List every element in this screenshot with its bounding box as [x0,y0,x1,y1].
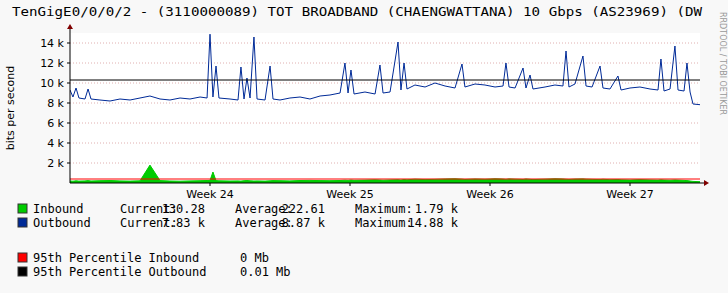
y-tick-label: 8 k [47,97,64,110]
legend-swatch [18,267,27,276]
stat-value: 7.83 k [162,216,206,230]
grid-line [70,143,700,144]
series-line [70,34,700,105]
grid-line [70,63,700,64]
y-tick-label: 6 k [47,117,64,130]
y-tick-label: 4 k [47,137,64,150]
chart: TenGigE0/0/0/2 - (3110000089) TOT BROADB… [0,0,728,293]
x-axis-arrow [704,180,709,186]
y-axis-label: bits per second [4,66,17,151]
percentile-value: 0 Mb [240,251,269,265]
y-tick-label: 14 k [40,37,64,50]
x-tick-label: Week 27 [606,188,654,201]
x-tick-label: Week 25 [326,188,374,201]
y-axis-arrow [67,24,73,29]
legend-swatch [18,253,27,262]
stat-value: 14.88 k [407,216,458,230]
x-axis [70,183,704,184]
grid-line [70,163,700,164]
percentile-line [70,179,700,180]
background [0,0,728,293]
plot-area [70,33,700,183]
y-axis [70,29,71,183]
title: TenGigE0/0/0/2 - (3110000089) TOT BROADB… [12,4,702,19]
stat-label: Maximum: [355,202,413,216]
percentile-value: 0.01 Mb [240,265,291,279]
x-tick-label: Week 24 [186,188,234,201]
stat-value: 1.79 k [415,202,459,216]
grid-line [70,43,700,44]
legend-swatch [18,218,27,227]
legend-label: 95th Percentile Inbound [33,251,199,265]
legend-label: 95th Percentile Outbound [33,265,206,279]
y-tick-label: 10 k [40,77,64,90]
legend-label: Inbound [33,202,84,216]
stat-label: Maximum: [355,216,413,230]
stat-value: 222.61 [282,202,325,216]
stat-value: 130.28 [162,202,205,216]
x-tick-label: Week 26 [466,188,514,201]
y-tick-label: 12 k [40,57,64,70]
grid-line [70,123,700,124]
percentile-line [70,80,700,81]
series-area [70,165,700,183]
data-group [70,34,700,183]
grid-line [70,103,700,104]
watermark: RRDTOOL / TOBI OETIKER [718,12,727,115]
legend-swatch [18,204,27,213]
y-tick-label: 2 k [47,157,64,170]
stat-value: 8.87 k [282,216,326,230]
legend-label: Outbound [33,216,91,230]
grid-line [70,83,700,84]
